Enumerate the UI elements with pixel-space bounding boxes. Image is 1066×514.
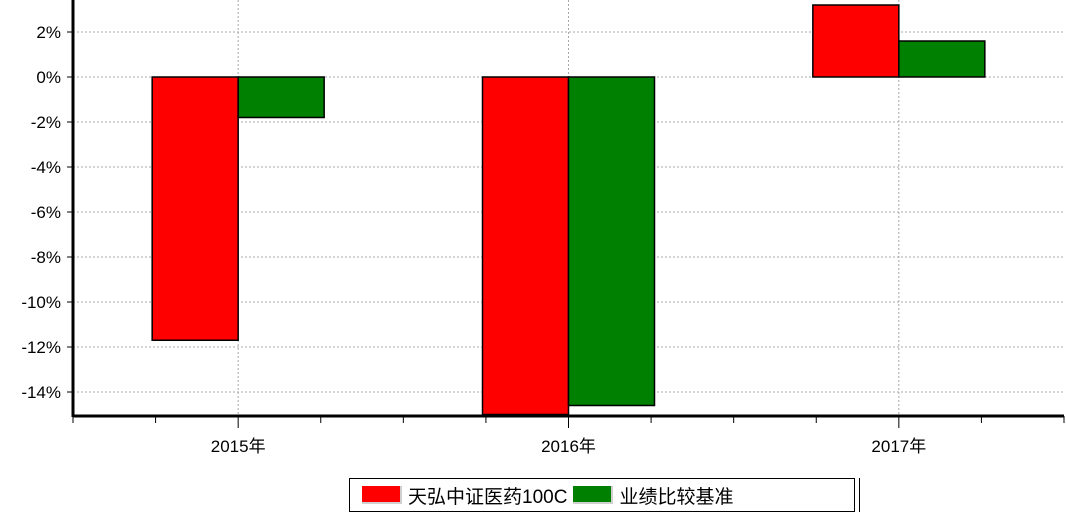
bar-chart: 2% 0% -2% -4% -6% -8% -10% -12% -14% 2015年 2016年 20…	[21, 0, 1065, 456]
y-tick-label: 0%	[36, 68, 61, 87]
y-tick-label: -10%	[21, 293, 61, 312]
y-tick-label: -8%	[31, 248, 61, 267]
bar-benchmark-0	[237, 76, 325, 119]
axes	[67, 0, 1065, 428]
y-tick-label: -6%	[31, 203, 61, 222]
y-tick-label: -14%	[21, 383, 61, 402]
y-tick-label: -12%	[21, 338, 61, 357]
legend-label-benchmark: 业绩比较基准	[619, 486, 734, 508]
bar-benchmark-2	[898, 40, 986, 78]
bar-fund-2	[812, 4, 900, 78]
legend-swatch-benchmark	[573, 486, 614, 504]
legend-label-fund: 天弘中证医药100C	[408, 486, 568, 508]
bars	[151, 4, 986, 416]
x-category-label: 2016年	[541, 437, 596, 456]
bar-benchmark-1	[567, 76, 656, 407]
y-tick-label: 2%	[36, 23, 61, 42]
bar-fund-1	[481, 76, 570, 416]
legend-item-fund: 天弘中证医药100C	[362, 482, 567, 509]
tick-labels: 2% 0% -2% -4% -6% -8% -10% -12% -14% 2015年 2016年 20…	[21, 23, 926, 456]
y-tick-label: -2%	[31, 113, 61, 132]
x-category-label: 2017年	[871, 437, 926, 456]
y-tick-label: -4%	[31, 158, 61, 177]
legend-item-benchmark: 业绩比较基准	[573, 482, 733, 509]
legend: 天弘中证医药100C 业绩比较基准	[349, 478, 855, 512]
bar-fund-0	[151, 76, 239, 341]
x-category-label: 2015年	[211, 437, 266, 456]
legend-swatch-fund	[362, 486, 402, 504]
